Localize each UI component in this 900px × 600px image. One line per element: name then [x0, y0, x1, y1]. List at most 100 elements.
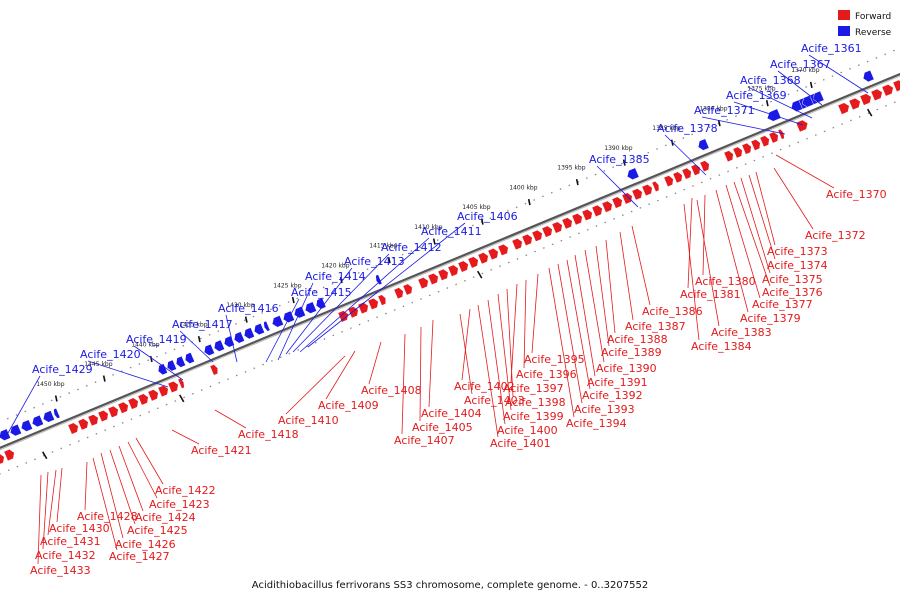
forward-gene-label: Acife_1430 — [49, 522, 110, 535]
forward-gene-feature — [581, 209, 593, 222]
ruler-tick — [480, 218, 484, 225]
forward-gene-label: Acife_1377 — [752, 298, 813, 311]
forward-gene-label: Acife_1424 — [135, 511, 196, 524]
forward-gene-label: Acife_1404 — [421, 407, 482, 420]
forward-gene-feature — [859, 93, 872, 106]
forward-gene-feature — [3, 449, 15, 462]
forward-gene-feature — [750, 139, 761, 151]
forward-leader-line — [733, 181, 771, 287]
reverse-gene-label: Acife_1385 — [589, 153, 650, 166]
forward-gene-label: Acife_1374 — [767, 259, 828, 272]
reverse-leader-line — [225, 314, 238, 363]
forward-gene-label: Acife_1403 — [464, 394, 525, 407]
reverse-gene-label: Acife_1414 — [305, 270, 366, 283]
forward-gene-feature — [67, 422, 79, 435]
forward-leader-line — [84, 461, 88, 511]
ruler-tick — [476, 270, 483, 279]
forward-leader-line — [595, 245, 610, 347]
forward-gene-feature — [147, 389, 159, 402]
forward-gene-feature — [77, 418, 89, 431]
forward-gene-label: Acife_1400 — [497, 424, 558, 437]
upper-ruler-track — [0, 49, 897, 423]
reverse-gene-label: Acife_1368 — [740, 74, 801, 87]
forward-gene-label: Acife_1431 — [40, 535, 101, 548]
forward-gene-feature — [377, 294, 387, 306]
forward-leader-line — [368, 341, 382, 385]
reverse-gene-feature — [626, 167, 640, 180]
forward-gene-feature — [97, 410, 109, 423]
forward-gene-label: Acife_1426 — [115, 538, 176, 551]
forward-gene-feature — [641, 184, 653, 197]
forward-gene-feature — [837, 102, 850, 115]
reverse-gene-feature — [253, 322, 265, 336]
forward-leader-line — [419, 326, 422, 422]
reverse-gene-feature — [213, 339, 225, 352]
forward-leader-line — [109, 449, 136, 525]
forward-gene-label: Acife_1384 — [691, 340, 752, 353]
forward-gene-label: Acife_1388 — [607, 333, 668, 346]
legend-reverse-label: Reverse — [855, 28, 892, 38]
forward-gene-feature — [723, 150, 734, 163]
reverse-leader-line — [307, 222, 466, 348]
forward-gene-label: Acife_1372 — [805, 229, 866, 242]
forward-gene-label: Acife_1422 — [155, 484, 216, 497]
forward-leader-line — [584, 249, 605, 363]
forward-gene-feature — [497, 243, 509, 257]
reverse-gene-label: Acife_1371 — [694, 104, 755, 117]
ruler-tick — [527, 198, 531, 206]
reverse-leader-line — [265, 298, 300, 363]
ruler-tick-label: 1370 kbp — [791, 67, 819, 74]
reverse-gene-label: Acife_1420 — [80, 348, 141, 361]
forward-gene-feature — [511, 238, 523, 251]
ruler-tick-label: 1415 kbp — [369, 242, 397, 249]
forward-leader-line — [755, 171, 776, 246]
ruler-tick-label: 1375 kbp — [747, 85, 775, 92]
forward-gene-label: Acife_1433 — [30, 564, 91, 577]
forward-gene-feature — [457, 260, 469, 273]
forward-gene-label: Acife_1409 — [318, 399, 379, 412]
reverse-gene-label: Acife_1412 — [381, 241, 442, 254]
forward-leader-line — [605, 239, 616, 334]
forward-gene-label: Acife_1418 — [238, 428, 299, 441]
forward-leader-line — [214, 409, 247, 429]
forward-gene-feature — [892, 79, 900, 93]
forward-gene-label: Acife_1370 — [826, 188, 887, 201]
reverse-gene-feature — [812, 90, 825, 103]
forward-gene-label: Acife_1405 — [412, 421, 473, 434]
reverse-gene-feature — [801, 94, 814, 108]
ruler-tick — [387, 257, 391, 264]
reverse-leader-line — [133, 345, 184, 381]
forward-gene-label: Acife_1393 — [574, 403, 635, 416]
forward-leader-line — [135, 437, 164, 485]
forward-leader-line — [325, 350, 356, 400]
forward-leader-line — [725, 184, 761, 299]
forward-gene-feature — [848, 97, 861, 111]
forward-gene-feature — [137, 393, 149, 406]
forward-gene-label: Acife_1389 — [601, 346, 662, 359]
reverse-gene-feature — [175, 355, 186, 368]
ruler-tick-label: 1395 kbp — [557, 164, 585, 171]
reverse-gene-feature — [282, 310, 295, 323]
forward-gene-feature — [87, 414, 99, 427]
reverse-gene-feature — [315, 297, 327, 310]
reverse-leader-line — [285, 267, 353, 355]
forward-gene-feature — [611, 196, 623, 209]
forward-gene-label: Acife_1408 — [361, 384, 422, 397]
reverse-gene-label: Acife_1416 — [218, 302, 279, 315]
forward-gene-feature — [759, 135, 770, 148]
reverse-gene-feature — [157, 363, 168, 376]
lower-ruler-track — [0, 99, 900, 475]
ruler-tick-label: 1410 kbp — [414, 224, 442, 231]
reverse-gene-feature — [790, 99, 803, 112]
forward-gene-feature — [571, 213, 583, 226]
forward-leader-line — [548, 267, 575, 418]
reverse-gene-label: Acife_1413 — [344, 255, 405, 268]
forward-leader-line — [461, 308, 471, 381]
reverse-leader-line — [277, 282, 314, 361]
ruler-tick — [41, 451, 48, 460]
forward-leader-line — [748, 174, 776, 260]
forward-gene-feature — [127, 397, 139, 410]
forward-leader-line — [127, 441, 158, 499]
ruler-tick — [765, 100, 769, 107]
label-leaders — [7, 54, 869, 565]
